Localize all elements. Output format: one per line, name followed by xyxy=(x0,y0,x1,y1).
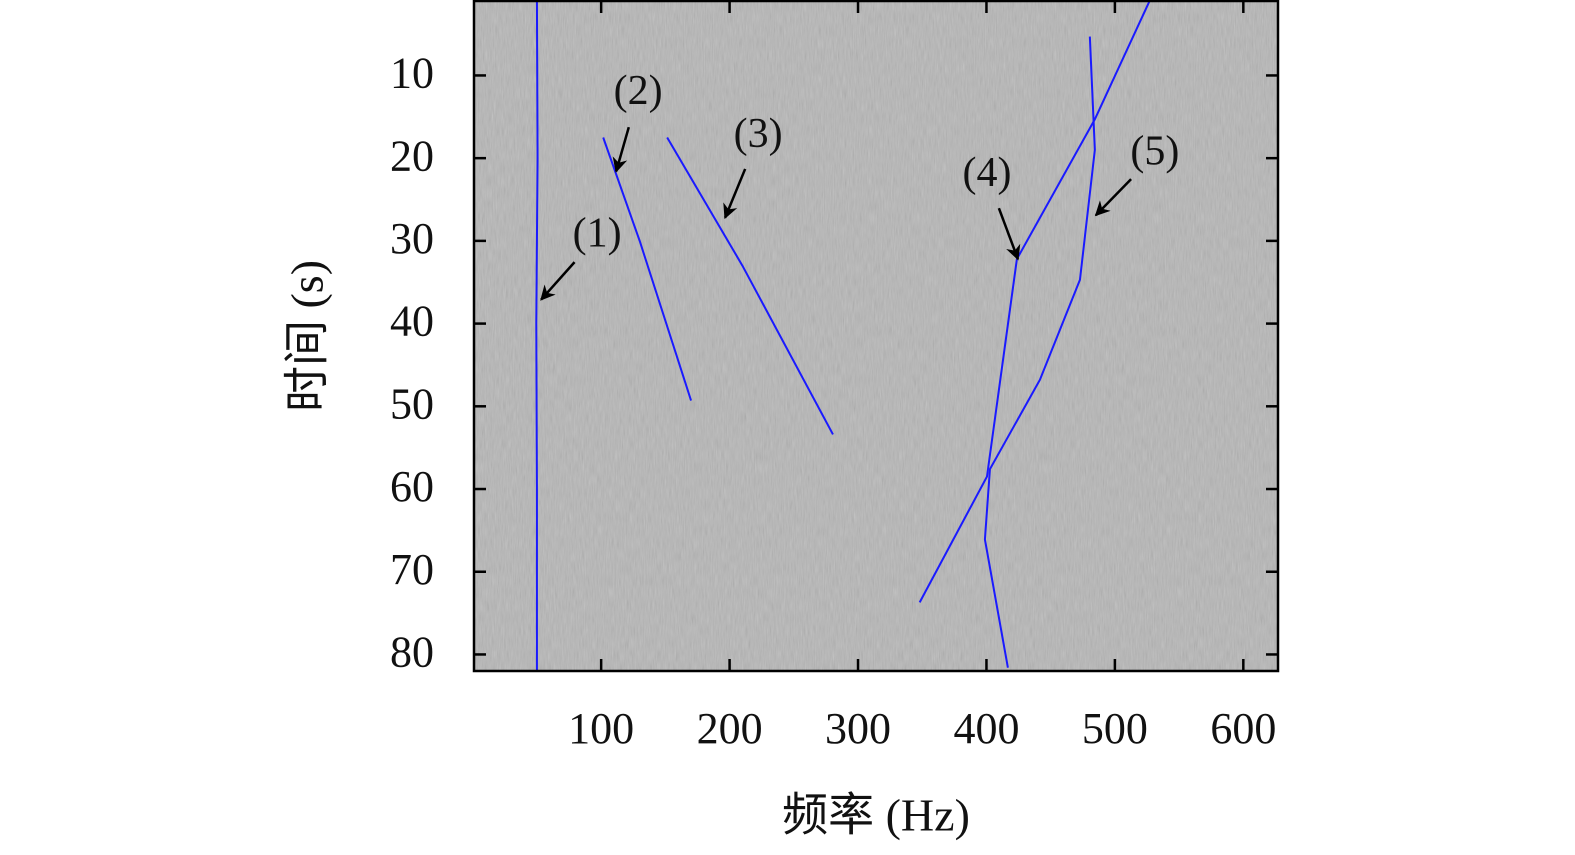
annotation-arrow xyxy=(1094,178,1132,217)
y-tick-label: 10 xyxy=(390,49,434,98)
annotation-label: (5) xyxy=(1130,128,1179,174)
x-tick-label: 100 xyxy=(568,704,634,753)
y-axis-label: 时间 (s) xyxy=(282,260,333,412)
plot-frame xyxy=(472,0,1280,673)
trace-line xyxy=(983,36,1096,668)
y-tick-label: 80 xyxy=(390,628,434,677)
y-tick-label: 40 xyxy=(390,297,434,346)
annotation-arrow xyxy=(540,261,576,301)
annotation-arrow xyxy=(612,126,631,173)
trace-line xyxy=(535,1,539,671)
x-tick-label: 400 xyxy=(953,704,1019,753)
y-tick-label: 70 xyxy=(390,545,434,594)
y-tick-label: 50 xyxy=(390,379,434,428)
x-tick-label: 500 xyxy=(1082,704,1148,753)
trace-line xyxy=(666,136,834,435)
annotation-label: (1) xyxy=(573,210,622,256)
annotation-label: (3) xyxy=(734,111,783,157)
x-axis-label: 频率 (Hz) xyxy=(782,790,970,841)
y-tick-label: 20 xyxy=(390,131,434,180)
x-tick-label: 200 xyxy=(697,704,763,753)
annotation-arrow xyxy=(723,168,747,220)
annotation-arrow xyxy=(997,207,1021,261)
x-tick-label: 600 xyxy=(1210,704,1276,753)
noise-texture xyxy=(474,1,1278,671)
y-tick-label: 60 xyxy=(390,462,434,511)
x-tick-label: 300 xyxy=(825,704,891,753)
annotation-label: (2) xyxy=(614,68,663,114)
annotation-label: (4) xyxy=(962,150,1011,196)
plot-area xyxy=(474,1,1278,671)
y-tick-label: 30 xyxy=(390,214,434,263)
